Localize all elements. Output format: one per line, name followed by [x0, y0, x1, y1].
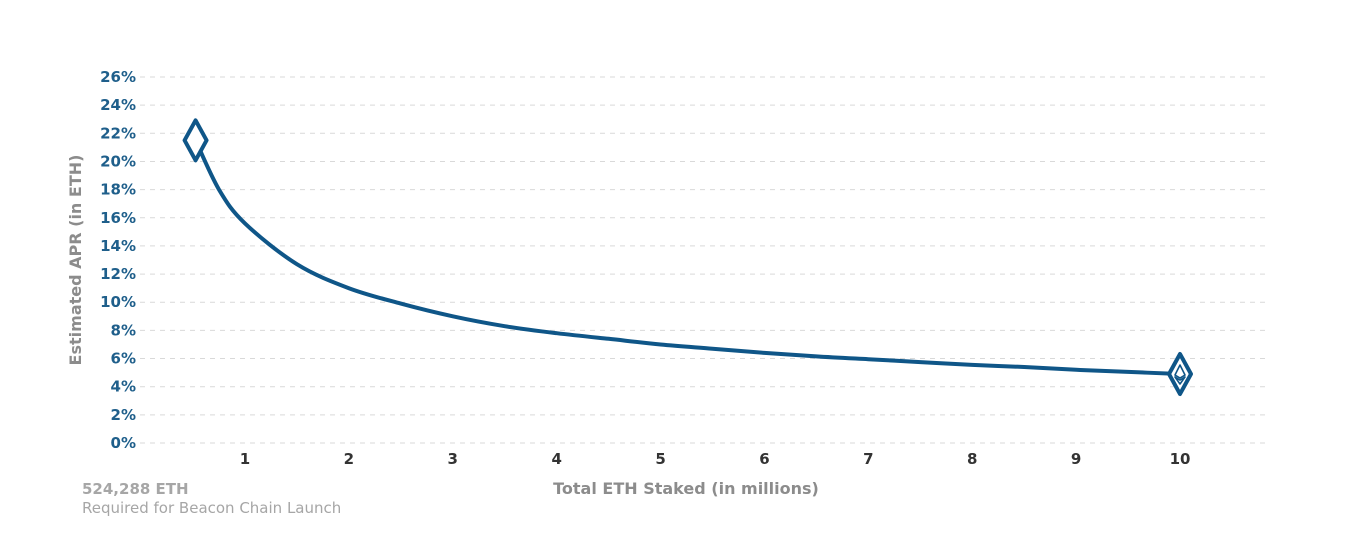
y-tick-label: 20%	[100, 152, 136, 170]
x-axis-label: Total ETH Staked (in millions)	[553, 479, 819, 498]
x-tick-label: 7	[863, 450, 873, 468]
y-tick-label: 24%	[100, 96, 136, 114]
x-tick-label: 10	[1170, 450, 1191, 468]
y-tick-label: 22%	[100, 124, 136, 142]
start-diamond-marker	[182, 118, 209, 163]
x-tick-label: 4	[551, 450, 561, 468]
y-tick-label: 18%	[100, 181, 136, 199]
beacon-chain-note: 524,288 ETH Required for Beacon Chain La…	[82, 480, 341, 518]
y-tick-label: 12%	[100, 265, 136, 283]
y-axis-label: Estimated APR (in ETH)	[66, 155, 85, 366]
x-tick-label: 3	[448, 450, 458, 468]
ethereum-icon	[1174, 364, 1186, 385]
y-tick-label: 0%	[111, 434, 136, 452]
note-value: 524,288 ETH	[82, 480, 189, 498]
x-tick-label: 9	[1071, 450, 1081, 468]
apr-curve-line	[193, 138, 1182, 376]
x-tick-label: 6	[759, 450, 769, 468]
y-tick-label: 14%	[100, 237, 136, 255]
x-axis-ticks: 1 2 3 4 5 6 7 8 9 10	[240, 450, 1191, 468]
y-axis-ticks: 0% 2% 4% 6% 8% 10% 12% 14% 16% 18% 20% 22% 24% 26%	[100, 68, 136, 452]
y-tick-label: 16%	[100, 209, 136, 227]
end-diamond-marker	[1167, 352, 1193, 397]
x-tick-label: 8	[967, 450, 977, 468]
note-description: Required for Beacon Chain Launch	[82, 499, 342, 517]
x-tick-label: 1	[240, 450, 250, 468]
x-tick-label: 2	[344, 450, 354, 468]
y-tick-label: 4%	[111, 378, 136, 396]
y-tick-label: 2%	[111, 406, 136, 424]
x-tick-label: 5	[655, 450, 665, 468]
grid-lines	[140, 76, 1268, 444]
y-tick-label: 10%	[100, 293, 136, 311]
y-tick-label: 26%	[100, 68, 136, 86]
y-tick-label: 8%	[111, 321, 136, 339]
y-tick-label: 6%	[111, 350, 136, 368]
